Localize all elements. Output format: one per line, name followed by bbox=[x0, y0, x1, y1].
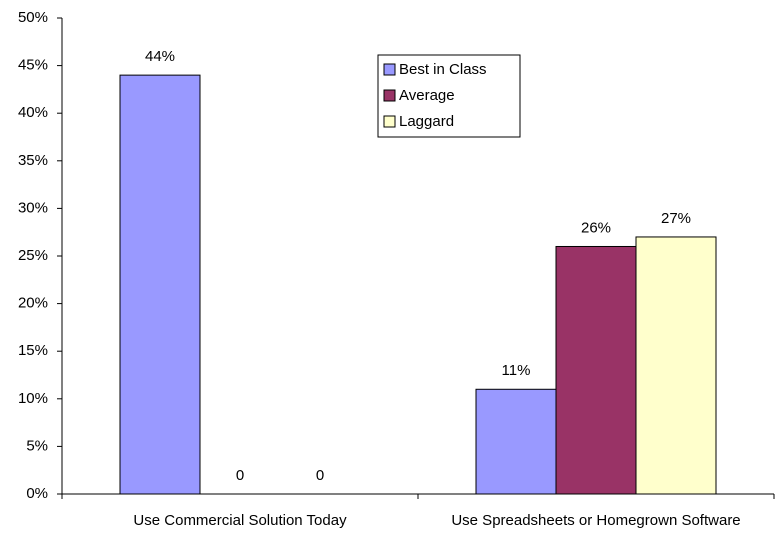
data-label: 44% bbox=[145, 48, 175, 65]
bar bbox=[555, 245, 637, 495]
legend-swatch bbox=[383, 63, 396, 76]
y-tick-label: 5% bbox=[26, 437, 48, 454]
y-tick-label: 20% bbox=[18, 295, 48, 312]
data-label: 0 bbox=[236, 467, 244, 484]
bar bbox=[635, 236, 717, 495]
data-label: 0 bbox=[316, 467, 324, 484]
y-tick-label: 30% bbox=[18, 199, 48, 216]
legend-swatch bbox=[383, 89, 396, 102]
x-tick-label: Use Commercial Solution Today bbox=[133, 512, 347, 529]
y-tick-label: 0% bbox=[26, 485, 48, 502]
bar bbox=[475, 388, 557, 495]
y-tick-label: 35% bbox=[18, 152, 48, 169]
data-label: 11% bbox=[502, 362, 531, 379]
y-tick-label: 15% bbox=[18, 342, 48, 359]
y-tick-label: 25% bbox=[18, 247, 48, 264]
y-tick-label: 45% bbox=[18, 57, 48, 74]
y-tick-label: 40% bbox=[18, 104, 48, 121]
legend-box bbox=[377, 54, 521, 138]
data-label: 26% bbox=[581, 219, 611, 236]
x-tick-label: Use Spreadsheets or Homegrown Software bbox=[451, 512, 741, 529]
legend-label: Laggard bbox=[399, 113, 454, 130]
legend-swatch bbox=[383, 115, 396, 128]
bar bbox=[119, 74, 201, 495]
legend-label: Average bbox=[399, 87, 455, 104]
y-tick-label: 10% bbox=[18, 390, 48, 407]
data-label: 27% bbox=[661, 210, 691, 227]
y-tick-label: 50% bbox=[18, 9, 48, 26]
legend-label: Best in Class bbox=[399, 61, 487, 78]
